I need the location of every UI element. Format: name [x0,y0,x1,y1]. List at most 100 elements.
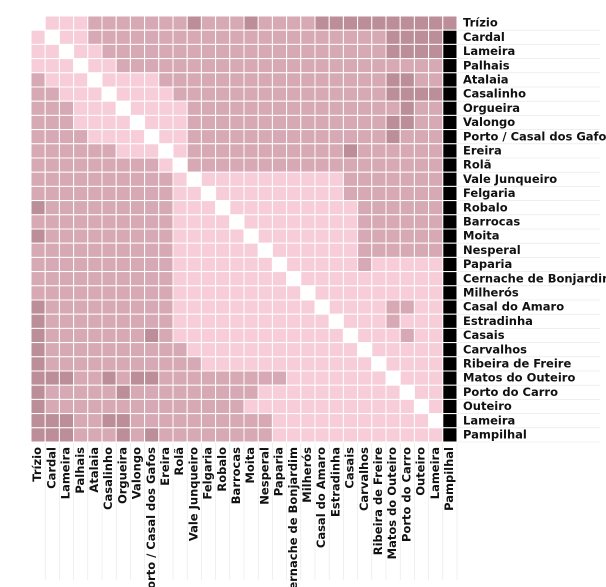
matrix-cell [87,413,103,429]
row-label: Cernache de Bonjardim [463,271,606,285]
matrix-cell [314,157,330,173]
matrix-cell [342,114,359,131]
matrix-cell [101,356,117,372]
matrix-cell [428,370,444,386]
matrix-cell [30,157,46,173]
matrix-cell [342,143,359,159]
matrix-cell [129,185,146,202]
matrix-cell [357,86,373,102]
matrix-cell [200,129,217,145]
matrix-cell [442,413,458,429]
matrix-cell [58,214,75,230]
matrix-cell [413,143,430,159]
matrix-cell [314,356,330,372]
matrix-cell [442,171,458,187]
matrix-cell [73,271,89,287]
matrix-cell [243,271,259,287]
matrix-cell [58,427,75,443]
matrix-cell [129,157,146,173]
matrix-cell [371,327,387,344]
matrix-cell [87,370,103,386]
matrix-cell [314,285,330,301]
matrix-cell [229,427,245,443]
matrix-cell [101,129,117,145]
matrix-cell [442,15,458,31]
matrix-cell [243,100,259,116]
matrix-cell [342,356,359,372]
matrix-cell [186,15,202,31]
matrix-cell [87,58,103,74]
matrix-cell [328,342,344,358]
matrix-cell [300,384,316,400]
matrix-cell [257,86,273,102]
matrix-cell [286,299,302,315]
matrix-cell [144,214,160,230]
matrix-cell [342,342,359,358]
matrix-cell [314,100,330,116]
matrix-cell [371,342,387,358]
matrix-cell [442,356,458,372]
matrix-cell [101,43,117,60]
matrix-cell [144,129,160,145]
matrix-cell [300,171,316,187]
matrix-cell [200,327,217,344]
matrix-cell [129,72,146,88]
matrix-cell [300,398,316,415]
matrix-cell [286,228,302,244]
matrix-cell [73,114,89,131]
matrix-cell [30,72,46,88]
matrix-cell [186,327,202,344]
matrix-cell [271,58,288,74]
matrix-cell [87,299,103,315]
matrix-cell [129,15,146,31]
matrix-cell [215,15,231,31]
matrix-cell [428,342,444,358]
matrix-cell [44,29,60,45]
matrix-cell [300,86,316,102]
matrix-cell [385,356,401,372]
matrix-cell [144,299,160,315]
matrix-cell [101,72,117,88]
matrix-cell [172,427,188,443]
matrix-cell [101,185,117,202]
matrix-cell [215,384,231,400]
matrix-cell [314,256,330,273]
column-label: Pampilhal [442,447,456,511]
row-label: Outeiro [463,399,512,413]
matrix-cell [229,200,245,216]
matrix-cell [300,214,316,230]
matrix-cell [257,327,273,344]
matrix-cell [44,356,60,372]
matrix-cell [442,242,458,258]
matrix-cell [314,143,330,159]
matrix-cell [58,58,75,74]
matrix-cell [129,200,146,216]
matrix-cell [30,43,46,60]
matrix-cell [115,327,131,344]
matrix-cell [300,327,316,344]
matrix-cell [144,86,160,102]
matrix-cell [172,327,188,344]
matrix-cell [399,214,415,230]
matrix-cell [286,370,302,386]
matrix-cell [158,157,174,173]
row-labels: TrízioCardalLameiraPalhaisAtalaiaCasalin… [463,16,606,442]
matrix-cell [101,157,117,173]
matrix-cell [172,200,188,216]
matrix-cell [428,72,444,88]
matrix-cell [200,15,217,31]
column-label: Casalinho [101,447,115,510]
matrix-cell [144,242,160,258]
matrix-cell [186,299,202,315]
matrix-cell [186,143,202,159]
matrix-cell [73,86,89,102]
matrix-cell [399,398,415,415]
column-label: Estradinha [328,447,342,517]
matrix-cell [399,242,415,258]
matrix-cell [300,356,316,372]
matrix-cell [385,29,401,45]
column-label: Ribeira de Freire [371,447,385,555]
column-label: Rolã [172,447,186,475]
matrix-cell [413,86,430,102]
matrix-cell [342,256,359,273]
